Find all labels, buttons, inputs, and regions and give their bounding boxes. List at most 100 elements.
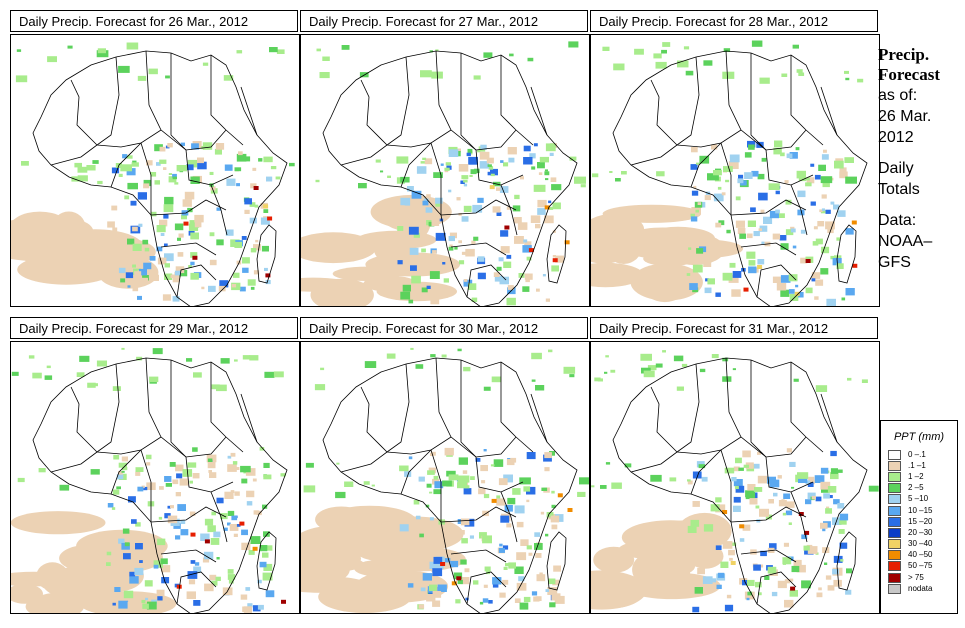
- rain-patch: [439, 218, 444, 222]
- rain-patch: [523, 145, 531, 152]
- legend-item: 15 –20: [888, 516, 957, 527]
- rain-patch: [468, 156, 478, 165]
- rain-patch: [177, 252, 184, 257]
- heavy-rain-spot: [564, 240, 570, 245]
- rain-patch: [110, 269, 121, 278]
- rain-patch: [820, 467, 829, 474]
- rain-patch: [733, 466, 740, 472]
- rain-patch: [491, 376, 502, 383]
- rain-patch: [798, 176, 807, 182]
- rain-patch: [503, 162, 509, 167]
- rain-patch: [516, 552, 527, 561]
- precip-map: [10, 341, 300, 614]
- rain-patch: [241, 529, 248, 536]
- rain-patch: [729, 154, 740, 163]
- rain-patch: [488, 166, 494, 170]
- rain-patch: [832, 569, 839, 575]
- rain-patch: [591, 485, 595, 488]
- rain-patch: [503, 566, 508, 570]
- rain-patch: [400, 176, 410, 183]
- rain-patch: [827, 585, 835, 591]
- rain-patch: [728, 161, 739, 169]
- rain-patch: [552, 230, 556, 233]
- rain-patch: [448, 189, 452, 193]
- legend-label: > 75: [908, 572, 924, 582]
- rain-patch: [703, 524, 714, 532]
- rain-patch: [227, 574, 236, 580]
- rain-patch: [426, 285, 431, 289]
- rain-patch: [433, 475, 439, 480]
- rain-patch: [471, 297, 478, 302]
- rain-patch: [152, 348, 163, 355]
- rain-patch: [97, 48, 106, 54]
- rain-patch: [164, 273, 173, 280]
- coastline: [32, 357, 288, 613]
- rain-patch: [615, 178, 621, 182]
- rain-patch: [197, 161, 207, 170]
- rain-patch: [550, 177, 557, 182]
- rain-patch: [473, 236, 479, 241]
- heavy-rain-spot: [491, 498, 497, 503]
- rain-patch: [789, 461, 796, 467]
- rain-patch: [246, 490, 255, 498]
- rain-patch: [523, 157, 533, 165]
- rain-patch: [844, 70, 849, 74]
- rain-patch: [16, 49, 22, 52]
- rain-patch: [505, 563, 509, 567]
- rain-patch: [526, 452, 536, 460]
- rain-patch: [125, 272, 134, 279]
- rain-patch: [421, 287, 428, 293]
- rain-patch: [118, 65, 130, 73]
- rain-patch: [363, 481, 370, 485]
- country-border: [430, 142, 442, 215]
- rain-patch: [482, 598, 489, 603]
- rain-patch: [249, 217, 257, 224]
- rain-patch: [724, 604, 734, 612]
- rain-patch: [180, 520, 186, 524]
- rain-patch: [549, 602, 556, 608]
- rain-patch: [753, 463, 760, 469]
- rain-patch: [502, 579, 509, 585]
- dry-zone: [301, 576, 369, 593]
- country-border: [386, 129, 517, 151]
- country-border: [790, 184, 808, 236]
- legend-label: nodata: [908, 583, 933, 593]
- rain-patch: [827, 486, 837, 493]
- rain-patch: [541, 487, 548, 491]
- forecast-panel-6: Daily Precip. Forecast for 31 Mar., 2012: [590, 317, 880, 614]
- rain-patch: [844, 157, 854, 163]
- rain-patch: [500, 230, 509, 237]
- rain-patch: [480, 465, 488, 472]
- rain-patch: [506, 254, 512, 259]
- rain-patch: [695, 559, 700, 564]
- rain-patch: [142, 239, 149, 245]
- dry-zone: [301, 525, 389, 559]
- rain-patch: [717, 572, 725, 578]
- rain-patch: [805, 287, 813, 294]
- country-border: [690, 142, 722, 188]
- rain-patch: [320, 367, 325, 371]
- rain-patch: [146, 601, 157, 610]
- precip-map: [10, 34, 300, 307]
- heavy-rain-spot: [192, 255, 198, 260]
- country-border: [386, 436, 517, 458]
- africa-map-svg: [301, 347, 589, 613]
- rain-patch: [319, 72, 330, 79]
- rain-patch: [795, 284, 799, 288]
- rain-patch: [435, 49, 439, 52]
- rain-patch: [238, 151, 243, 156]
- rain-patch: [544, 467, 550, 472]
- rain-patch: [757, 475, 768, 484]
- rain-patch: [722, 541, 733, 549]
- rain-patch: [782, 512, 787, 516]
- rain-patch: [143, 262, 152, 270]
- rain-patch: [234, 167, 242, 172]
- rain-patch: [768, 499, 774, 504]
- rain-patch: [483, 52, 493, 58]
- rain-patch: [433, 489, 442, 495]
- rain-patch: [226, 178, 236, 186]
- rain-patch: [164, 263, 170, 268]
- rain-patch: [502, 545, 509, 550]
- rain-patch: [194, 562, 200, 566]
- heavy-rain-spot: [440, 562, 446, 566]
